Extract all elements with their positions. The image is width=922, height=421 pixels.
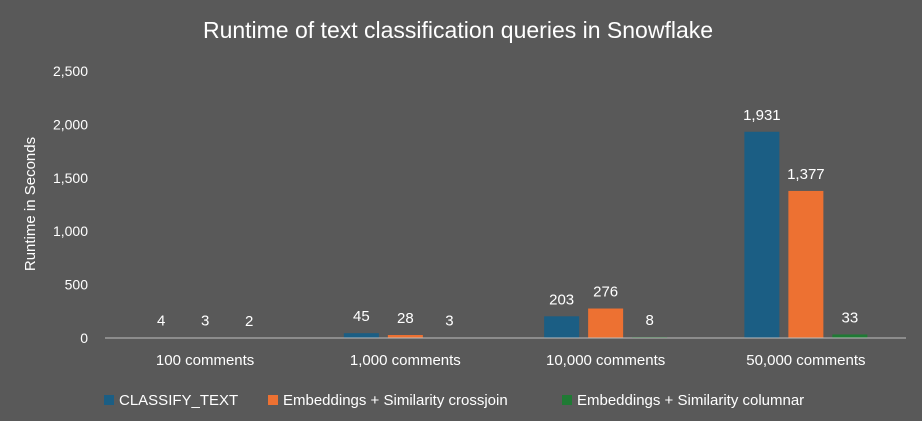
data-label: 3 bbox=[445, 313, 453, 330]
legend: CLASSIFY_TEXT Embeddings + Similarity cro… bbox=[104, 392, 804, 409]
x-category-label: 1,000 comments bbox=[350, 352, 461, 369]
legend-swatch bbox=[268, 395, 278, 405]
x-category-label: 100 comments bbox=[156, 352, 254, 369]
data-label: 3 bbox=[201, 313, 209, 330]
x-category-label: 10,000 comments bbox=[546, 352, 665, 369]
data-label: 4 bbox=[157, 313, 165, 330]
data-label: 203 bbox=[549, 291, 574, 308]
data-label: 33 bbox=[842, 309, 859, 326]
bars bbox=[143, 131, 868, 338]
x-axis-categories: 100 comments 1,000 comments 10,000 comment… bbox=[156, 352, 866, 369]
bar bbox=[544, 316, 580, 338]
data-label: 1,377 bbox=[787, 166, 825, 183]
y-tick-label: 1,500 bbox=[53, 170, 88, 186]
data-label: 276 bbox=[593, 284, 618, 301]
legend-swatch bbox=[104, 395, 114, 405]
bar bbox=[343, 333, 379, 338]
data-label: 8 bbox=[645, 312, 653, 329]
legend-label: Embeddings + Similarity columnar bbox=[577, 392, 804, 409]
y-axis-label: Runtime in Seconds bbox=[22, 137, 39, 271]
x-category-label: 50,000 comments bbox=[746, 352, 865, 369]
bar bbox=[387, 335, 423, 338]
data-labels: 4 3 2 45 28 3 203 276 8 1,931 1,377 33 bbox=[157, 107, 858, 330]
legend-label: CLASSIFY_TEXT bbox=[119, 392, 238, 409]
bar bbox=[832, 334, 868, 338]
y-tick-label: 2,000 bbox=[53, 116, 88, 132]
y-tick-label: 500 bbox=[65, 277, 89, 293]
chart-title: Runtime of text classification queries i… bbox=[203, 17, 713, 43]
data-label: 1,931 bbox=[743, 107, 781, 124]
legend-label: Embeddings + Similarity crossjoin bbox=[283, 392, 508, 409]
y-tick-label: 1,000 bbox=[53, 223, 88, 239]
data-label: 45 bbox=[353, 308, 370, 325]
bar bbox=[788, 190, 824, 338]
data-label: 28 bbox=[397, 310, 414, 327]
legend-swatch bbox=[562, 395, 572, 405]
y-tick-label: 2,500 bbox=[53, 63, 88, 79]
bar bbox=[744, 131, 780, 338]
y-axis-ticks: 0 500 1,000 1,500 2,000 2,500 bbox=[53, 63, 88, 346]
bar bbox=[588, 308, 624, 338]
data-label: 2 bbox=[245, 313, 253, 330]
y-tick-label: 0 bbox=[80, 330, 88, 346]
